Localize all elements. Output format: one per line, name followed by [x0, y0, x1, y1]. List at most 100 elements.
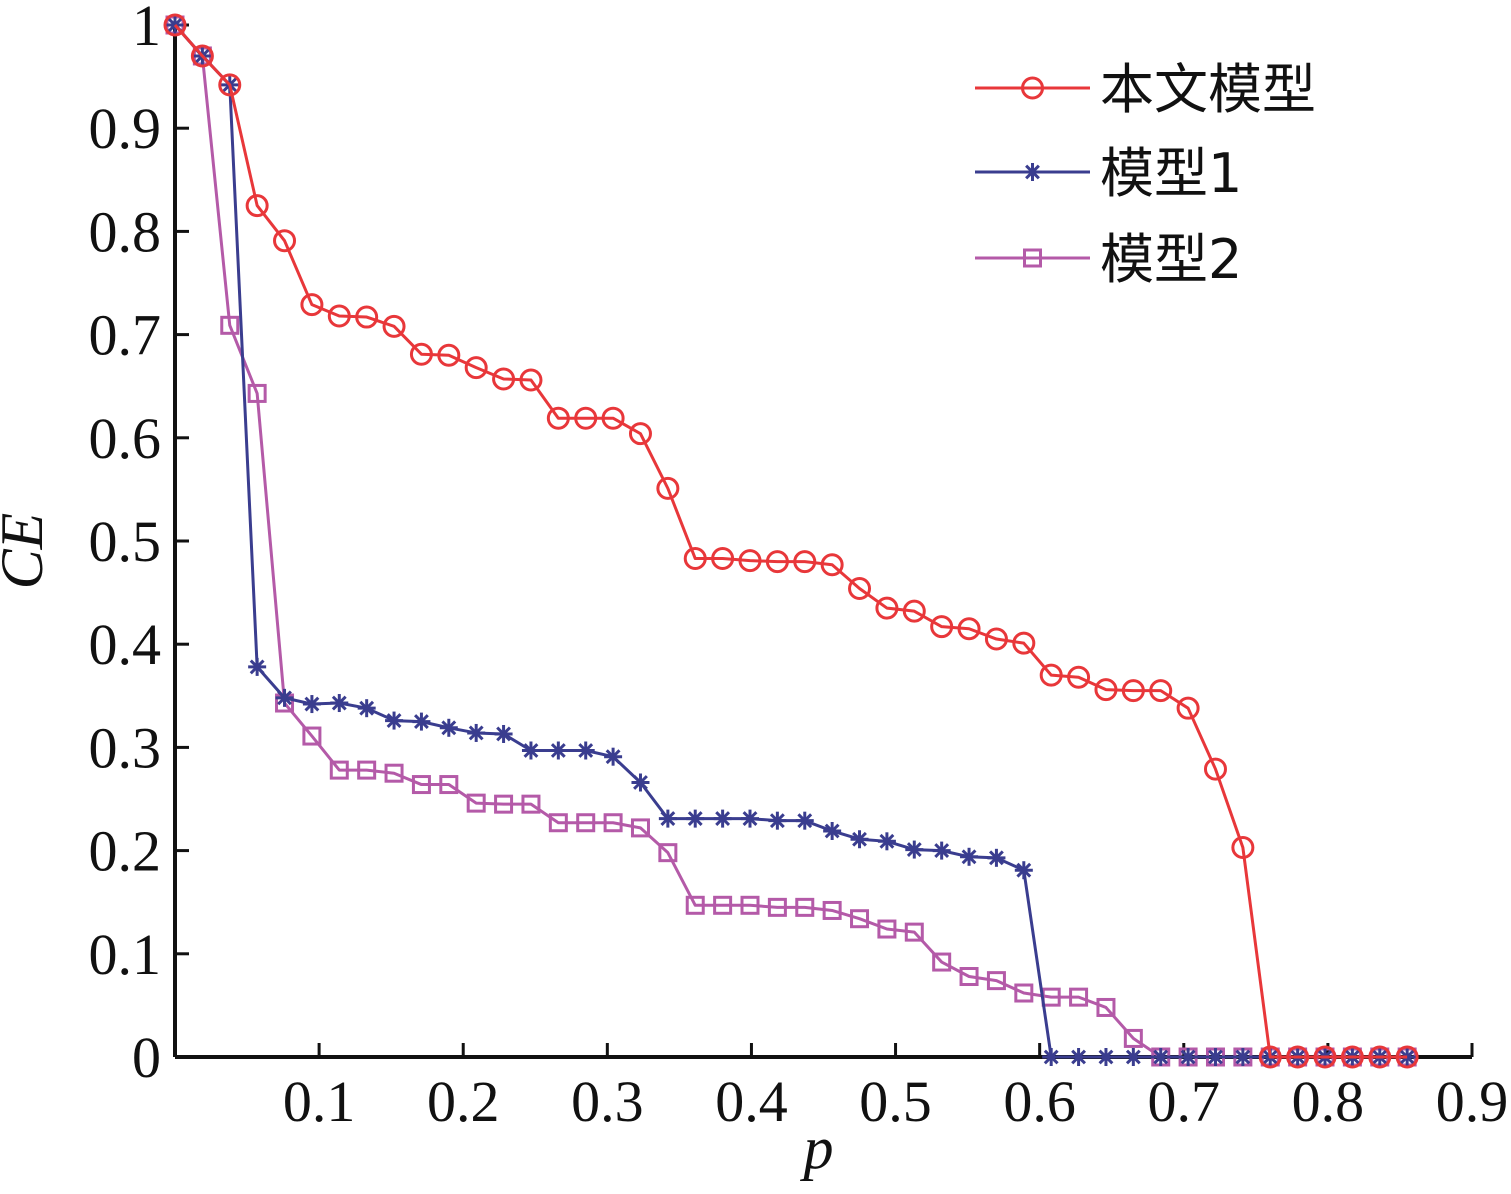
- data-point: [930, 615, 954, 639]
- data-point: [437, 343, 461, 367]
- data-point: [793, 550, 817, 574]
- data-point: [1151, 1048, 1170, 1066]
- data-point: [357, 760, 377, 780]
- x-tick-label: 0.2: [427, 1069, 500, 1134]
- data-point: [302, 726, 322, 746]
- data-point: [984, 627, 1008, 651]
- data-point: [576, 741, 595, 760]
- data-point: [494, 794, 514, 814]
- data-point: [327, 304, 351, 328]
- data-point: [850, 909, 870, 929]
- data-point: [1012, 631, 1036, 655]
- legend-label: 本文模型: [1100, 58, 1316, 121]
- x-tick-label: 0.7: [1148, 1069, 1221, 1134]
- data-point: [713, 809, 732, 828]
- data-point: [245, 194, 269, 218]
- data-point: [1042, 1048, 1061, 1066]
- data-point: [848, 576, 872, 600]
- data-point: [273, 229, 297, 253]
- data-point: [711, 547, 735, 571]
- ticks: 0 0.1 0.2 0.3 0.4 0.5 0.6 0.7 0.8 0.9 1 0.1 0.2 0.3 0.…: [89, 0, 1509, 1134]
- data-point: [1149, 679, 1173, 703]
- data-point: [902, 599, 926, 623]
- data-point: [1069, 1048, 1088, 1066]
- data-point: [658, 843, 678, 863]
- data-point: [218, 73, 242, 97]
- data-point: [601, 406, 625, 430]
- data-point: [767, 897, 787, 917]
- series-line: [173, 24, 1408, 1059]
- x-tick-label: 0.1: [283, 1069, 356, 1134]
- data-point: [385, 711, 404, 730]
- data-point: [409, 342, 433, 366]
- data-point: [820, 553, 844, 577]
- data-point: [546, 406, 570, 430]
- data-point: [467, 723, 486, 742]
- data-point: [1179, 1048, 1198, 1066]
- data-point: [494, 724, 513, 743]
- data-point: [330, 694, 349, 713]
- data-point: [658, 809, 677, 828]
- data-point: [384, 763, 404, 783]
- data-point: [960, 847, 979, 866]
- y-tick-label: 0.3: [89, 715, 162, 780]
- data-point: [1067, 665, 1091, 689]
- data-point: [656, 476, 680, 500]
- data-point: [1340, 1045, 1364, 1069]
- data-point: [738, 549, 762, 573]
- data-point: [630, 818, 650, 838]
- data-point: [740, 895, 760, 915]
- data-point: [628, 422, 652, 446]
- y-tick-label: 0.7: [89, 303, 162, 368]
- data-point: [713, 895, 733, 915]
- series-line: [173, 24, 1408, 1059]
- data-point: [795, 811, 814, 830]
- data-point: [1206, 1048, 1225, 1066]
- data-point: [877, 832, 896, 851]
- y-tick-label: 0.1: [89, 922, 162, 987]
- data-point: [1203, 757, 1227, 781]
- data-point: [1123, 1028, 1143, 1048]
- x-tick-label: 0.6: [1003, 1069, 1076, 1134]
- x-tick-label: 0.8: [1292, 1069, 1365, 1134]
- data-point: [549, 741, 568, 760]
- data-point: [275, 688, 294, 707]
- data-point: [1014, 983, 1034, 1003]
- data-point: [1096, 997, 1116, 1017]
- data-point: [631, 773, 650, 792]
- data-point: [464, 356, 488, 380]
- data-point: [521, 794, 541, 814]
- x-tick-label: 0.4: [715, 1069, 788, 1134]
- data-point: [521, 741, 540, 760]
- data-point: [765, 550, 789, 574]
- data-point: [1176, 696, 1200, 720]
- data-point: [466, 793, 486, 813]
- data-point: [1121, 679, 1145, 703]
- data-point: [329, 760, 349, 780]
- data-point: [355, 305, 379, 329]
- data-point: [685, 895, 705, 915]
- series-1: [163, 13, 1419, 1069]
- legend-marker: [1023, 163, 1042, 181]
- legend-item: 模型1: [975, 142, 1242, 205]
- y-tick-label: 0: [132, 1025, 161, 1090]
- data-point: [1124, 1048, 1143, 1066]
- data-point: [247, 383, 267, 403]
- y-axis-title: CE: [0, 513, 55, 590]
- legend-item: 本文模型: [975, 58, 1316, 121]
- data-point: [877, 919, 897, 939]
- data-point: [190, 44, 214, 68]
- data-point: [959, 967, 979, 987]
- data-point: [574, 406, 598, 430]
- data-point: [163, 13, 187, 37]
- data-point: [1368, 1045, 1392, 1069]
- data-point: [986, 971, 1006, 991]
- data-point: [957, 617, 981, 641]
- x-tick-label: 0.5: [859, 1069, 932, 1134]
- series: [163, 13, 1419, 1069]
- data-point: [875, 596, 899, 620]
- legend-label: 模型1: [1100, 142, 1242, 205]
